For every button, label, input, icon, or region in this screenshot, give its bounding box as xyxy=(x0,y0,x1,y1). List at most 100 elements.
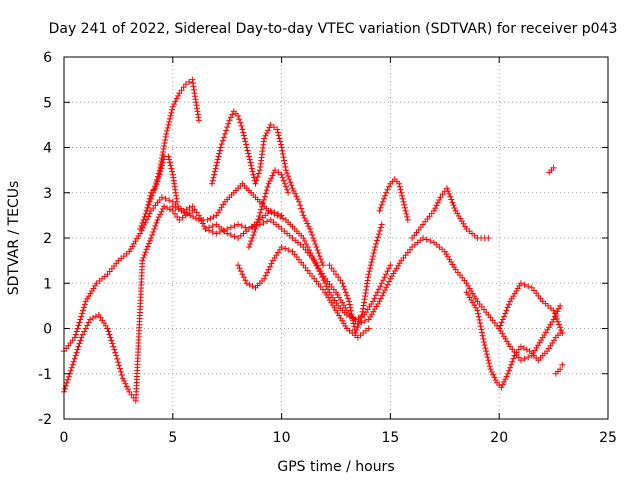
data-point xyxy=(349,314,356,321)
data-point xyxy=(280,154,287,161)
data-point xyxy=(121,377,128,384)
data-point xyxy=(377,295,384,302)
data-point xyxy=(384,281,391,288)
data-point xyxy=(305,223,312,230)
data-point xyxy=(378,221,385,228)
data-point xyxy=(362,289,369,296)
data-point xyxy=(342,289,349,296)
data-point xyxy=(266,263,273,270)
data-point xyxy=(348,307,355,314)
data-point xyxy=(215,153,222,160)
data-point xyxy=(245,225,252,232)
data-point xyxy=(155,175,162,182)
data-point xyxy=(500,378,507,385)
data-point xyxy=(139,257,146,264)
data-point xyxy=(171,210,178,217)
data-point xyxy=(294,196,301,203)
data-point xyxy=(486,363,493,370)
data-point xyxy=(302,217,309,224)
data-point xyxy=(175,92,182,99)
data-point xyxy=(397,186,404,193)
data-point xyxy=(304,220,311,227)
data-point xyxy=(112,349,119,356)
data-point xyxy=(145,240,152,247)
data-point xyxy=(119,375,126,382)
data-point xyxy=(264,183,271,190)
data-point xyxy=(370,250,377,257)
data-point xyxy=(169,106,176,113)
data-point xyxy=(311,238,318,245)
data-point xyxy=(242,138,249,145)
data-point xyxy=(383,189,390,196)
data-point xyxy=(377,224,384,231)
data-point xyxy=(179,214,186,221)
data-point xyxy=(243,141,250,148)
data-point xyxy=(84,322,91,329)
data-point xyxy=(216,147,223,154)
data-point xyxy=(78,313,85,320)
data-point xyxy=(146,237,153,244)
data-point xyxy=(242,277,249,284)
data-point xyxy=(450,202,457,209)
y-tick-label: -2 xyxy=(38,412,52,428)
data-point xyxy=(72,352,79,359)
data-point xyxy=(163,127,170,134)
data-point xyxy=(300,235,307,241)
data-point xyxy=(439,191,446,198)
data-point xyxy=(264,218,271,225)
data-point xyxy=(396,180,403,187)
data-point xyxy=(69,361,76,368)
data-point xyxy=(310,235,317,241)
data-point xyxy=(446,190,453,197)
data-point xyxy=(443,185,450,192)
data-point xyxy=(503,373,510,380)
data-point xyxy=(476,316,483,323)
data-point xyxy=(145,201,152,208)
data-point xyxy=(161,203,168,210)
data-point xyxy=(239,126,246,133)
data-point xyxy=(158,208,165,215)
data-point xyxy=(143,246,150,253)
data-point xyxy=(558,327,565,334)
data-point xyxy=(85,319,92,326)
data-point xyxy=(328,265,335,272)
y-tick-label: 6 xyxy=(43,50,52,66)
data-point xyxy=(371,295,378,302)
data-point xyxy=(249,235,256,241)
data-point xyxy=(216,150,223,157)
data-point xyxy=(153,219,160,226)
data-point xyxy=(216,228,223,235)
data-point xyxy=(126,388,133,395)
data-point xyxy=(474,307,481,314)
data-point xyxy=(109,340,116,347)
data-point xyxy=(359,308,366,315)
data-point xyxy=(190,213,197,220)
data-point xyxy=(479,329,486,336)
data-point xyxy=(337,277,344,284)
y-tick-label: 3 xyxy=(43,186,52,202)
data-point xyxy=(265,266,272,273)
data-point xyxy=(350,320,357,327)
data-point xyxy=(70,358,77,365)
data-point xyxy=(116,365,123,372)
data-point xyxy=(250,231,257,238)
data-point xyxy=(353,327,360,334)
data-point xyxy=(557,324,564,331)
data-point xyxy=(386,278,393,285)
data-point xyxy=(504,370,511,377)
data-point xyxy=(165,153,172,160)
data-point xyxy=(403,210,410,217)
data-point xyxy=(505,301,512,308)
data-point xyxy=(378,201,385,208)
data-point xyxy=(158,194,165,201)
data-point xyxy=(364,280,371,287)
data-point xyxy=(368,259,375,266)
data-point xyxy=(76,319,83,326)
data-point xyxy=(163,130,170,137)
data-point xyxy=(399,192,406,199)
data-point xyxy=(71,355,78,362)
data-point xyxy=(224,124,231,131)
data-point xyxy=(243,144,250,151)
data-point xyxy=(74,325,81,332)
